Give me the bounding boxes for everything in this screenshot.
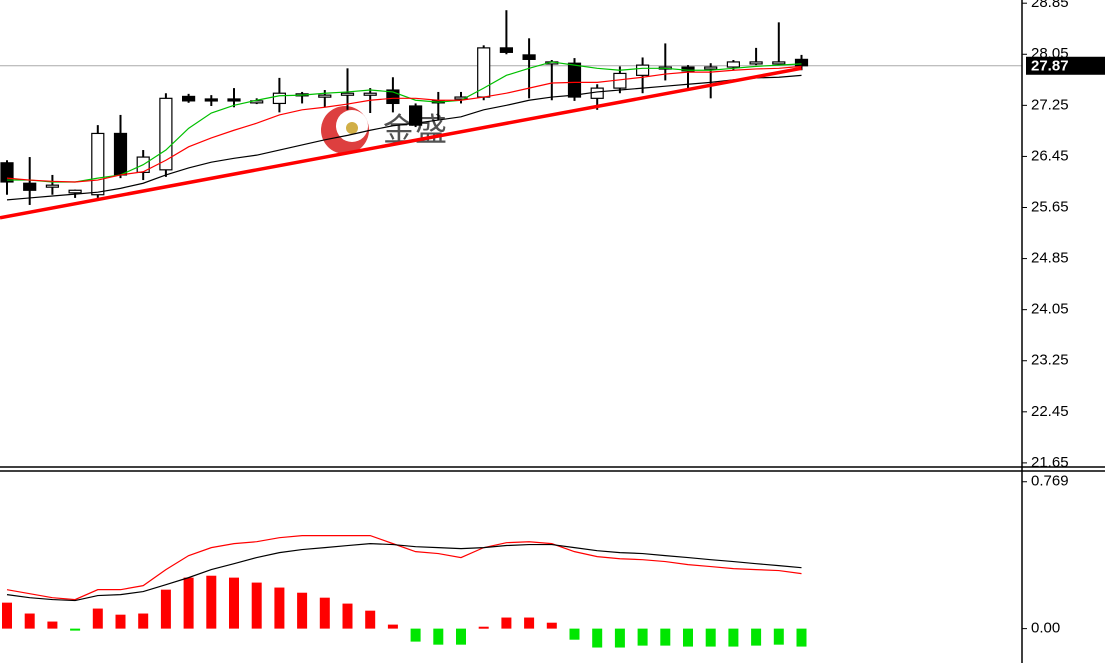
last-price-box <box>1026 56 1105 75</box>
candle-body <box>159 97 173 171</box>
candle-body <box>590 87 604 99</box>
ma-line <box>7 61 802 183</box>
histogram-bar <box>24 613 35 629</box>
histogram-bar <box>319 597 330 629</box>
histogram-bar <box>614 628 625 648</box>
histogram-bar <box>456 628 466 645</box>
last-price-label: 27.87 <box>1031 58 1069 75</box>
candle-body <box>91 132 105 196</box>
histogram-bar <box>796 628 807 647</box>
y-tick-label: 28.85 <box>1031 0 1069 11</box>
candle-body <box>454 96 468 100</box>
candle-body <box>681 66 695 72</box>
candle-body <box>409 105 423 126</box>
histogram-bar <box>115 614 126 629</box>
logo-dot <box>346 122 358 134</box>
y-tick-label: 23.25 <box>1031 352 1069 369</box>
histogram-bar <box>773 628 784 645</box>
histogram-bar <box>728 628 739 647</box>
candle-body <box>726 61 741 68</box>
y-tick-label: 25.65 <box>1031 198 1069 215</box>
ma-line <box>6 65 802 183</box>
candle-body <box>635 64 650 76</box>
y-tick-label: 27.25 <box>1031 96 1069 113</box>
histogram-bar <box>660 628 671 646</box>
histogram-bar <box>183 577 194 629</box>
candle-body <box>318 94 332 98</box>
histogram-bar <box>229 577 239 629</box>
histogram-bar <box>70 628 81 631</box>
candle-body <box>45 184 60 188</box>
y-tick-label: 24.05 <box>1031 301 1069 318</box>
candle-body <box>704 66 718 70</box>
histogram-bar <box>47 621 58 629</box>
histogram-bar <box>297 592 308 629</box>
histogram-bar <box>365 610 376 629</box>
histogram-bar <box>705 628 716 647</box>
ma-line <box>6 543 802 602</box>
candle-body <box>363 92 377 96</box>
candle-body <box>182 95 196 102</box>
histogram-bar <box>546 622 557 629</box>
candle-body <box>113 132 128 176</box>
histogram-bar <box>501 617 512 629</box>
candle-body <box>68 189 82 194</box>
y-tick-label: 21.65 <box>1031 454 1069 471</box>
histogram-bar <box>160 589 171 629</box>
ma-line <box>6 74 802 201</box>
histogram-bar <box>138 613 149 629</box>
histogram-bar <box>206 575 217 629</box>
candle-body <box>772 61 786 65</box>
histogram-bar <box>387 624 398 629</box>
histogram-bar <box>637 628 648 646</box>
ma-line <box>6 535 802 601</box>
candle-body <box>340 92 355 96</box>
candle-body <box>567 62 582 98</box>
histogram-bar <box>251 582 262 629</box>
histogram-bar <box>524 617 535 629</box>
candle-body <box>204 98 218 102</box>
histogram-bar <box>569 628 580 640</box>
histogram-bar <box>478 626 489 629</box>
y-tick-label: 22.45 <box>1031 403 1069 420</box>
histogram-bar <box>683 628 693 647</box>
candle-body <box>272 92 286 105</box>
candle-body <box>23 182 37 191</box>
y-tick-label: 24.85 <box>1031 250 1069 267</box>
histogram-bar <box>274 587 285 629</box>
candle-body <box>749 61 763 65</box>
histogram-bar <box>592 628 603 648</box>
histogram-bar <box>751 628 762 646</box>
candle-body <box>499 47 513 53</box>
histogram-bar <box>410 628 421 642</box>
histogram-bar <box>92 608 103 629</box>
histogram-bar <box>342 603 353 629</box>
histogram-bar <box>433 628 444 645</box>
candle-body <box>227 98 241 102</box>
y-tick-label: 26.45 <box>1031 147 1069 164</box>
candle-body <box>0 162 14 183</box>
candle-body <box>794 58 809 67</box>
trendline <box>0 66 802 220</box>
y-tick-label: 0.769 <box>1031 473 1069 490</box>
candle-body <box>522 54 536 60</box>
y-tick-label: 0.00 <box>1031 620 1060 637</box>
histogram-bar <box>2 602 12 629</box>
